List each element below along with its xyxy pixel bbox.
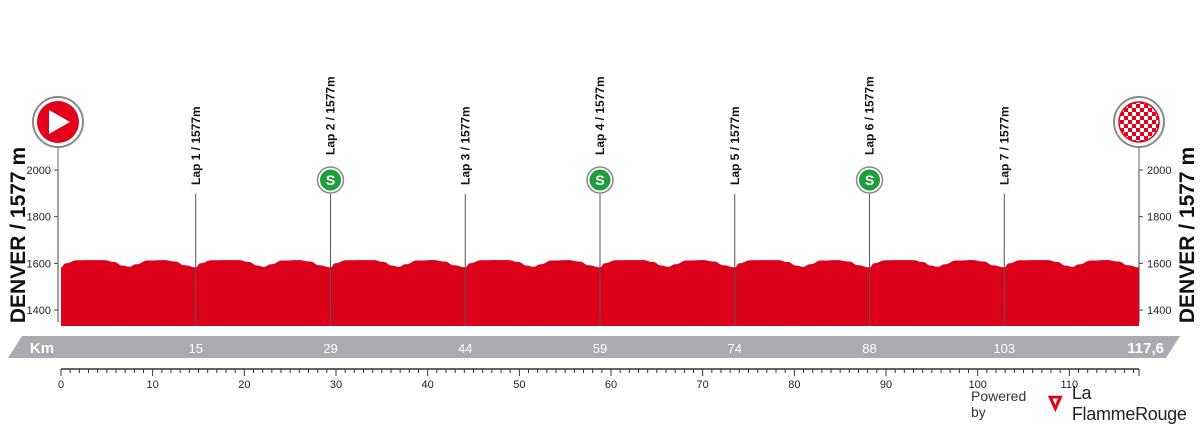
left-axis-tick-label: 1400 [27, 305, 51, 317]
finish-location-label: DENVER / 1577 m [1176, 147, 1199, 323]
distance-axis-tick-label: 70 [697, 379, 709, 391]
lap-marker-4: S Lap 4 / 1577m [586, 76, 614, 326]
km-bar-distance-label: 44 [458, 341, 472, 356]
distance-axis-tick-label: 10 [147, 379, 159, 391]
sprint-icon [589, 169, 611, 191]
distance-axis-tick-label: 110 [1061, 379, 1079, 391]
sprint-icon [320, 169, 341, 191]
right-axis-tick-label: 1800 [1147, 212, 1171, 224]
distance-axis-tick-label: 40 [422, 379, 434, 391]
brand-name: La FlammeRouge [1071, 383, 1187, 424]
lap-marker-3: Lap 3 / 1577m [458, 106, 472, 326]
distance-axis-tick-label: 20 [238, 379, 250, 391]
distance-axis-tick-label: 50 [513, 379, 525, 391]
km-bar-distance-label: 29 [323, 341, 337, 356]
lap-marker-1: Lap 1 / 1577m [189, 106, 203, 326]
right-axis-tick-label: 2000 [1147, 165, 1171, 177]
km-bar-distance-label: 15 [189, 341, 203, 356]
km-bar-distance-label: 59 [593, 341, 607, 356]
sprint-icon-label: S [326, 172, 335, 188]
sprint-icon [859, 169, 880, 191]
km-bar-distance-label: 88 [862, 341, 876, 356]
right-elevation-axis: 1400 1600 1800 2000 [1138, 160, 1171, 322]
distance-axis-tick-label: 30 [330, 379, 342, 391]
finish-checkered-flag-icon [1113, 96, 1165, 148]
start-icon [32, 96, 84, 148]
lap-marker-5: Lap 5 / 1577m [728, 106, 742, 326]
lap-marker-7: Lap 7 / 1577m [997, 106, 1011, 326]
lap-label: Lap 5 / 1577m [728, 106, 742, 185]
flamme-rouge-logo-icon [1048, 395, 1063, 413]
lap-label: Lap 7 / 1577m [997, 106, 1011, 185]
km-bar-distance-label: 103 [993, 341, 1015, 356]
left-axis-tick-label: 2000 [27, 165, 51, 177]
distance-axis-tick-label: 90 [880, 379, 892, 391]
sprint-icon-label: S [865, 172, 874, 188]
distance-axis-tick-label: 0 [58, 379, 64, 391]
sprint-icon-label: S [595, 172, 604, 188]
distance-axis-tick-label: 60 [605, 379, 617, 391]
left-axis-tick-label: 1800 [27, 212, 51, 224]
km-bar-label: Km [30, 340, 54, 357]
lap-label: Lap 1 / 1577m [189, 106, 203, 185]
right-axis-tick-label: 1600 [1147, 258, 1171, 270]
lap-label: Lap 2 / 1577m [324, 76, 338, 155]
km-bar: Km 117,6 15 29 44 59 74 88 103 [8, 336, 1180, 358]
total-distance-label: 117,6 [1127, 340, 1164, 357]
km-bar-distance-label: 74 [728, 341, 742, 356]
lap-label: Lap 3 / 1577m [458, 106, 472, 185]
lap-markers: Lap 1 / 1577m S Lap 2 / 1577m Lap 3 / 1577m… [189, 76, 1011, 326]
distance-axis-tick-label: 100 [968, 379, 986, 391]
distance-axis-tick-label: 80 [788, 379, 800, 391]
lap-marker-2: S Lap 2 / 1577m [316, 76, 345, 326]
powered-by-text: Powered by [971, 388, 1027, 420]
left-elevation-axis: 1400 1600 1800 2000 [27, 160, 59, 322]
start-location-label: DENVER / 1577 m [7, 147, 30, 323]
branding: Powered by La FlammeRouge [971, 383, 1200, 424]
lap-label: Lap 4 / 1577m [593, 76, 607, 155]
lap-label: Lap 6 / 1577m [863, 76, 877, 155]
lap-marker-6: S Lap 6 / 1577m [855, 76, 884, 326]
distance-axis: 0 10 20 30 40 50 60 70 80 90 100 110 [58, 368, 1140, 391]
left-axis-tick-label: 1600 [27, 258, 51, 270]
right-axis-tick-label: 1400 [1147, 305, 1171, 317]
